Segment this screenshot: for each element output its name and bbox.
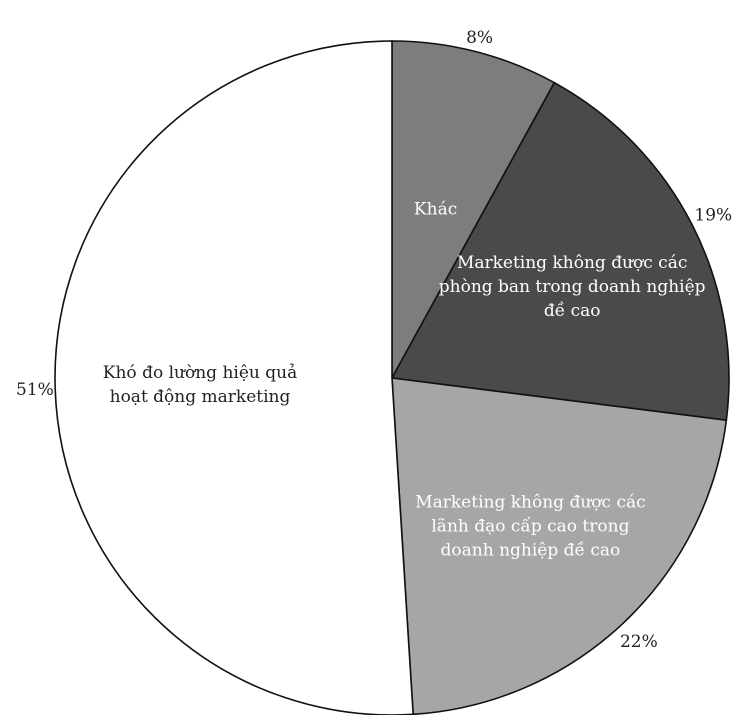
pie-slice-kho-do-luong-hieu-qua-hoat-dong-marketin bbox=[54, 40, 415, 715]
pie-percent-labels: 8% 19% 22% 51% bbox=[16, 28, 732, 652]
slice-label-marketing-khong-duoc-cac-phong-ban-trong: Marketing không được các phòng ban trong … bbox=[439, 253, 706, 321]
slice-label-marketing-khong-duoc-cac-lanh-dao-cap-ca: Marketing không được các lãnh đạo cấp cao… bbox=[415, 492, 645, 560]
percent-label-marketing-khong-duoc-cac-lanh-dao-cap-ca: 22% bbox=[620, 632, 658, 652]
pie-slices bbox=[54, 40, 730, 715]
pie-slice-khac bbox=[391, 40, 556, 379]
pie-slice-marketing-khong-duoc-cac-phong-ban-trong bbox=[390, 81, 730, 422]
percent-label-marketing-khong-duoc-cac-phong-ban-trong: 19% bbox=[694, 205, 732, 225]
pie-labels: Khác Marketing không được các phòng ban tr… bbox=[103, 199, 706, 560]
pie-slice-marketing-khong-duoc-cac-lanh-dao-cap-ca bbox=[391, 377, 728, 715]
percent-label-khac: 8% bbox=[466, 28, 493, 48]
percent-label-kho-do-luong-hieu-qua-hoat-dong-marketin: 51% bbox=[16, 380, 54, 400]
slice-label-khac: Khác bbox=[414, 199, 457, 219]
slice-label-kho-do-luong-hieu-qua-hoat-dong-marketin: Khó đo lường hiệu quả hoạt động marketing bbox=[103, 363, 297, 407]
